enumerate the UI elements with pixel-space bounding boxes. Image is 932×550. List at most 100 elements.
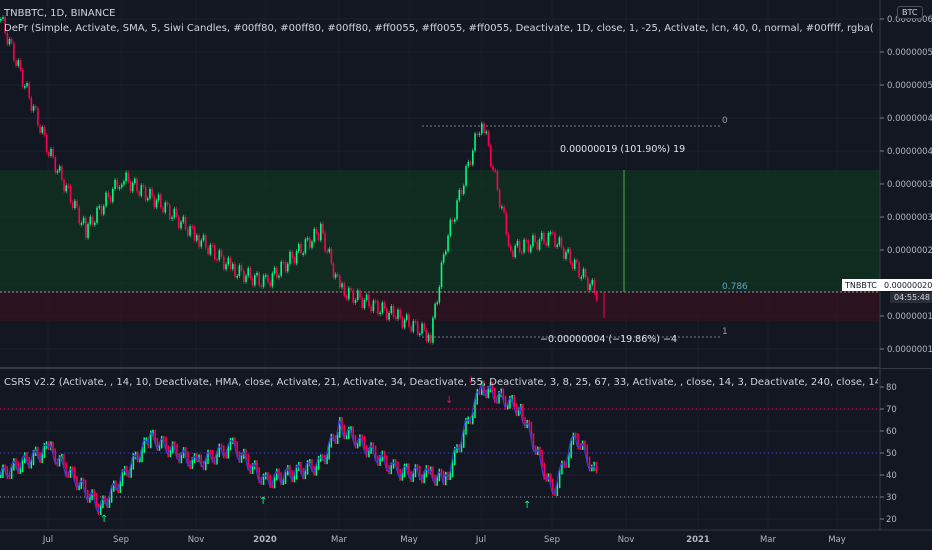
price-candle xyxy=(545,243,547,246)
time-tick-label: Mar xyxy=(760,535,777,545)
price-axis[interactable] xyxy=(880,0,932,368)
osc-candle xyxy=(156,437,159,451)
price-candle xyxy=(518,240,521,252)
osc-candle xyxy=(104,495,106,505)
price-candle xyxy=(554,232,556,247)
price-candle xyxy=(4,17,6,34)
osc-candle xyxy=(8,472,11,480)
price-candle xyxy=(390,306,393,313)
price-candle xyxy=(78,207,81,224)
price-candle xyxy=(56,170,59,173)
price-candle xyxy=(449,219,452,236)
osc-candle xyxy=(245,448,247,461)
price-candle xyxy=(287,263,289,272)
osc-candle xyxy=(258,467,260,484)
current-price-tag xyxy=(881,279,932,291)
price-candle xyxy=(405,314,408,320)
fib-label-1: 1 xyxy=(722,327,728,337)
osc-candle xyxy=(425,465,428,478)
price-candle xyxy=(67,185,70,187)
osc-candle xyxy=(216,451,218,465)
price-candle xyxy=(87,224,89,238)
osc-candle xyxy=(423,471,425,484)
price-candle xyxy=(350,288,352,291)
price-candle xyxy=(15,60,17,66)
osc-candle xyxy=(494,388,496,403)
price-candle xyxy=(225,264,227,270)
price-candle xyxy=(123,181,125,185)
indicator-legend[interactable]: DePr (Simple, Activate, SMA, 5, Siwi Can… xyxy=(4,23,874,34)
osc-candle xyxy=(291,470,293,483)
price-candle xyxy=(218,250,221,260)
price-candle xyxy=(30,97,33,111)
osc-candle xyxy=(234,437,236,448)
price-candle xyxy=(363,300,366,309)
oscillator-legend[interactable]: CSRS v2.2 (Activate, , 14, 10, Deactivat… xyxy=(4,377,878,388)
time-tick-label: 2020 xyxy=(253,535,277,545)
osc-candle xyxy=(522,403,524,424)
price-candle xyxy=(591,279,594,285)
time-axis[interactable] xyxy=(0,530,880,550)
price-candle xyxy=(131,183,134,192)
osc-candle xyxy=(419,465,421,481)
price-candle xyxy=(442,254,445,263)
currency-button[interactable]: BTC xyxy=(897,6,923,19)
price-candle xyxy=(501,206,503,209)
osc-candle xyxy=(158,442,161,451)
osc-candle xyxy=(282,477,285,486)
osc-tick-label: 70 xyxy=(886,405,897,415)
buy-arrow-icon: ↑ xyxy=(523,500,531,511)
price-candle xyxy=(80,223,83,225)
osc-candle xyxy=(390,462,393,475)
price-candle xyxy=(41,126,44,133)
price-candle xyxy=(543,232,545,244)
osc-candle xyxy=(119,480,122,494)
price-candle xyxy=(71,202,74,209)
buy-arrow-icon: ↑ xyxy=(259,496,267,507)
osc-candle xyxy=(67,471,69,478)
osc-candle xyxy=(187,451,189,467)
price-candle xyxy=(300,244,302,254)
osc-candle xyxy=(278,468,280,479)
price-candle xyxy=(408,314,410,327)
osc-candle xyxy=(165,436,167,452)
symbol-legend[interactable]: TNBBTC, 1D, BINANCE xyxy=(4,8,116,19)
price-candle xyxy=(149,188,151,199)
osc-candle xyxy=(558,468,561,489)
price-candle xyxy=(280,261,282,276)
price-candle xyxy=(236,276,238,278)
price-candle xyxy=(74,200,76,209)
price-candle xyxy=(187,229,189,236)
osc-candle xyxy=(13,458,15,471)
price-candle xyxy=(32,106,35,111)
price-candle xyxy=(37,108,39,126)
price-candle xyxy=(438,287,441,303)
osc-candle xyxy=(504,395,507,410)
osc-candle xyxy=(65,462,67,478)
price-candle xyxy=(295,251,298,264)
osc-candle xyxy=(454,446,456,466)
price-candle xyxy=(220,250,223,257)
osc-candle xyxy=(21,457,24,473)
price-candle xyxy=(184,216,187,230)
osc-candle xyxy=(63,453,65,469)
price-candle xyxy=(412,321,415,332)
price-candle xyxy=(341,283,343,288)
price-candle xyxy=(284,262,287,272)
osc-candle xyxy=(383,450,386,462)
price-candle xyxy=(2,17,4,19)
osc-candle xyxy=(169,447,172,458)
osc-axis[interactable] xyxy=(881,369,932,530)
osc-candle xyxy=(110,485,113,503)
price-candle xyxy=(494,170,496,172)
time-tick-label: 2021 xyxy=(686,535,710,545)
osc-candle xyxy=(543,462,545,480)
price-candle xyxy=(381,302,384,313)
price-candle xyxy=(474,133,476,151)
osc-tick-label: 20 xyxy=(886,515,897,525)
osc-candle xyxy=(326,453,328,465)
osc-candle xyxy=(509,395,511,409)
osc-candle xyxy=(145,437,148,444)
